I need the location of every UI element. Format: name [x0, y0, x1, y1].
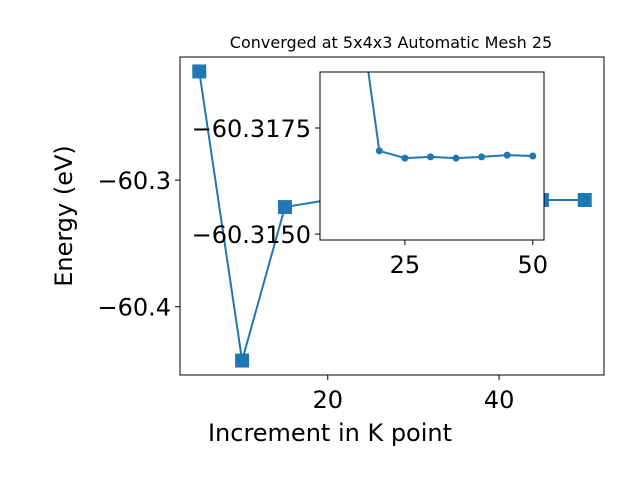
x-tick-label: 40	[484, 386, 515, 414]
data-point	[577, 192, 592, 207]
y-axis-label: Energy (eV)	[50, 145, 78, 287]
data-point	[529, 152, 537, 160]
data-point	[452, 154, 460, 162]
data-point	[478, 153, 486, 161]
axes-frame	[179, 56, 605, 376]
y-tick-label: −60.3150	[192, 221, 311, 249]
data-point	[503, 151, 511, 159]
x-tick-label: 25	[390, 251, 421, 279]
series-line	[367, 72, 533, 160]
axes-frame	[319, 71, 545, 241]
data-point	[192, 64, 207, 79]
x-tick-label: 20	[312, 386, 343, 414]
chart-title: Converged at 5x4x3 Automatic Mesh 25	[230, 33, 552, 52]
data-point	[235, 353, 250, 368]
x-tick-label: 50	[517, 251, 548, 279]
data-point	[426, 153, 434, 161]
data-point	[375, 147, 383, 155]
data-point	[277, 200, 292, 215]
x-axis-label: Increment in K point	[208, 419, 452, 447]
y-tick-label: −60.4	[97, 294, 171, 322]
data-point	[401, 154, 409, 162]
y-tick-label: −60.3	[97, 167, 171, 195]
y-tick-label: −60.3175	[192, 115, 311, 143]
plot-area	[367, 72, 537, 162]
